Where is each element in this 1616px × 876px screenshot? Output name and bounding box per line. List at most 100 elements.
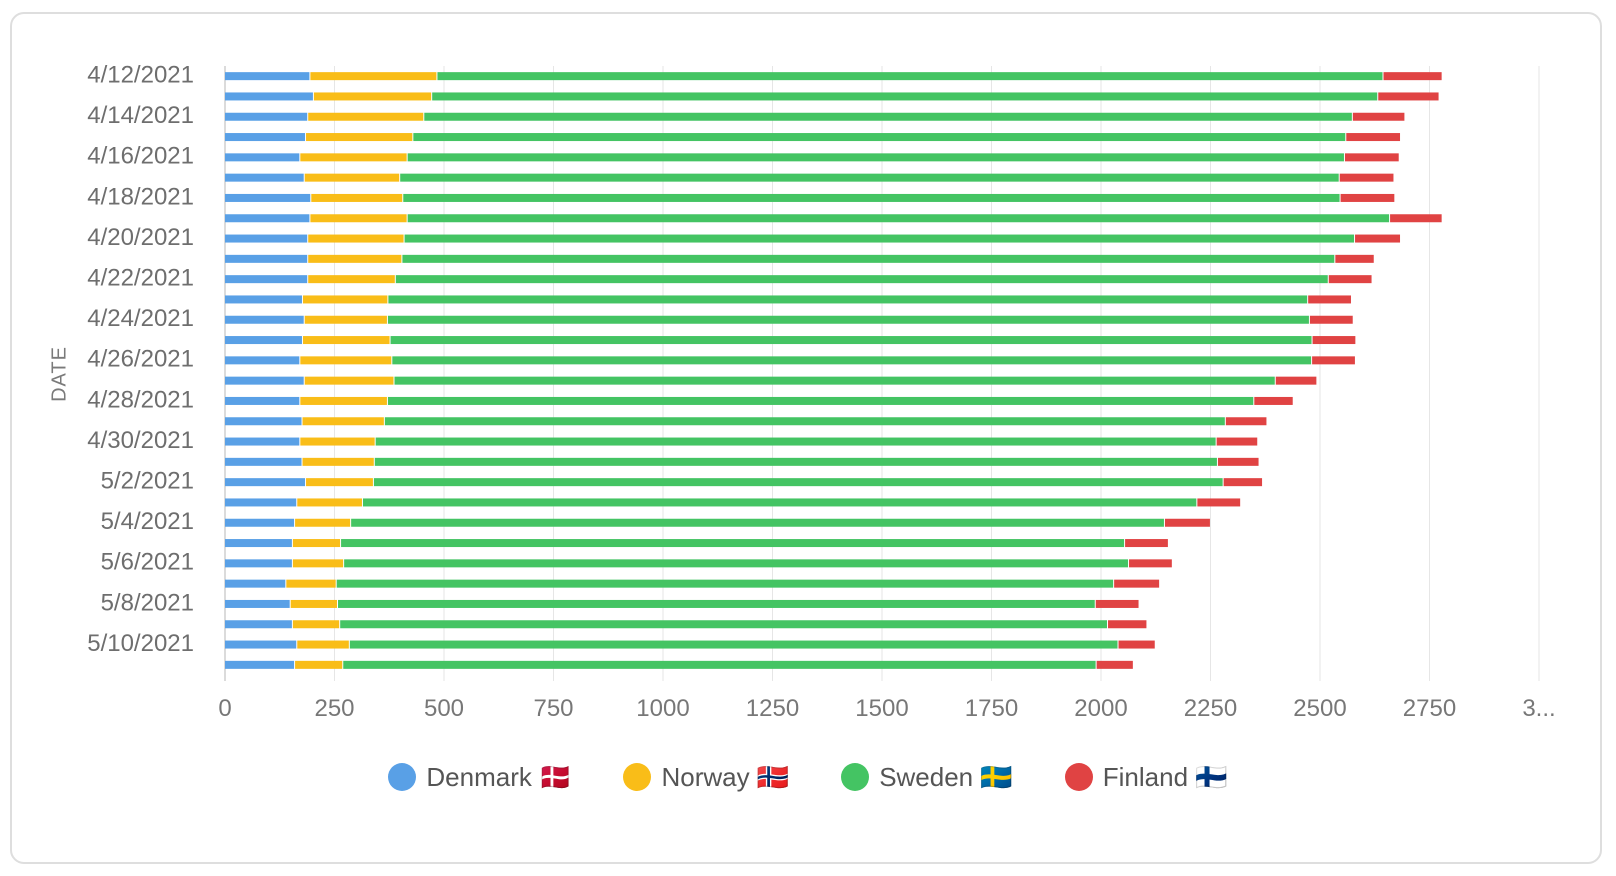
bar-segment[interactable] (225, 660, 295, 669)
bar-segment[interactable] (395, 275, 1328, 284)
bar-segment[interactable] (384, 417, 1225, 426)
bar-segment[interactable] (302, 336, 390, 345)
legend-item[interactable]: Finland 🇫🇮 (1064, 762, 1228, 793)
bar-segment[interactable] (310, 214, 407, 223)
bar-segment[interactable] (402, 254, 1335, 263)
bar-segment[interactable] (1096, 660, 1133, 669)
bar-segment[interactable] (225, 376, 304, 385)
bar-segment[interactable] (225, 620, 292, 629)
bar-segment[interactable] (1225, 417, 1267, 426)
bar-segment[interactable] (225, 133, 306, 142)
bar-segment[interactable] (1254, 396, 1293, 405)
bar-segment[interactable] (300, 153, 407, 162)
bar-segment[interactable] (338, 599, 1095, 608)
bar-segment[interactable] (349, 640, 1118, 649)
bar-segment[interactable] (225, 437, 300, 446)
bar-segment[interactable] (1216, 437, 1258, 446)
bar-segment[interactable] (297, 498, 362, 507)
bar-segment[interactable] (225, 356, 300, 365)
bar-segment[interactable] (1352, 112, 1405, 121)
bar-segment[interactable] (286, 579, 336, 588)
bar-segment[interactable] (1355, 234, 1401, 243)
bar-segment[interactable] (225, 193, 311, 202)
bar-segment[interactable] (1308, 295, 1351, 304)
bar-segment[interactable] (437, 72, 1383, 81)
bar-segment[interactable] (225, 153, 300, 162)
bar-segment[interactable] (310, 72, 437, 81)
bar-segment[interactable] (351, 518, 1164, 527)
bar-segment[interactable] (1129, 559, 1172, 568)
bar-segment[interactable] (1118, 640, 1155, 649)
bar-segment[interactable] (390, 336, 1312, 345)
bar-segment[interactable] (362, 498, 1197, 507)
bar-segment[interactable] (1312, 356, 1355, 365)
bar-segment[interactable] (292, 539, 341, 548)
bar-segment[interactable] (225, 640, 297, 649)
bar-segment[interactable] (1125, 539, 1168, 548)
bar-segment[interactable] (225, 72, 310, 81)
bar-segment[interactable] (300, 396, 387, 405)
bar-segment[interactable] (407, 214, 1390, 223)
bar-segment[interactable] (404, 234, 1355, 243)
bar-segment[interactable] (308, 275, 395, 284)
bar-segment[interactable] (373, 478, 1223, 487)
bar-segment[interactable] (1339, 173, 1394, 182)
bar-segment[interactable] (306, 133, 413, 142)
bar-segment[interactable] (300, 437, 375, 446)
bar-segment[interactable] (387, 396, 1254, 405)
bar-segment[interactable] (225, 214, 310, 223)
bar-segment[interactable] (1346, 133, 1401, 142)
bar-segment[interactable] (392, 356, 1312, 365)
bar-segment[interactable] (225, 112, 308, 121)
bar-segment[interactable] (1108, 620, 1147, 629)
bar-segment[interactable] (297, 640, 349, 649)
bar-segment[interactable] (225, 478, 306, 487)
bar-segment[interactable] (306, 478, 373, 487)
bar-segment[interactable] (225, 518, 295, 527)
bar-segment[interactable] (1344, 153, 1399, 162)
bar-segment[interactable] (1312, 336, 1356, 345)
bar-segment[interactable] (424, 112, 1352, 121)
bar-segment[interactable] (432, 92, 1378, 101)
bar-segment[interactable] (374, 457, 1217, 466)
bar-segment[interactable] (375, 437, 1216, 446)
bar-segment[interactable] (225, 254, 308, 263)
bar-segment[interactable] (225, 315, 304, 324)
bar-segment[interactable] (225, 336, 302, 345)
bar-segment[interactable] (225, 396, 300, 405)
bar-segment[interactable] (341, 539, 1125, 548)
bar-segment[interactable] (1309, 315, 1353, 324)
bar-segment[interactable] (1197, 498, 1241, 507)
bar-segment[interactable] (1335, 254, 1374, 263)
bar-segment[interactable] (1390, 214, 1442, 223)
bar-segment[interactable] (225, 275, 308, 284)
legend-item[interactable]: Norway 🇳🇴 (623, 762, 789, 793)
bar-segment[interactable] (290, 599, 338, 608)
bar-segment[interactable] (295, 660, 343, 669)
bar-segment[interactable] (225, 92, 313, 101)
bar-segment[interactable] (308, 112, 424, 121)
bar-segment[interactable] (344, 559, 1129, 568)
bar-segment[interactable] (225, 559, 292, 568)
bar-segment[interactable] (343, 660, 1096, 669)
bar-segment[interactable] (304, 173, 400, 182)
bar-segment[interactable] (225, 173, 304, 182)
bar-segment[interactable] (1095, 599, 1139, 608)
bar-segment[interactable] (225, 234, 308, 243)
bar-segment[interactable] (1328, 275, 1372, 284)
bar-segment[interactable] (225, 539, 292, 548)
bar-segment[interactable] (1217, 457, 1259, 466)
bar-segment[interactable] (336, 579, 1114, 588)
bar-segment[interactable] (1383, 72, 1442, 81)
bar-segment[interactable] (308, 234, 404, 243)
bar-segment[interactable] (340, 620, 1108, 629)
bar-segment[interactable] (292, 620, 340, 629)
bar-segment[interactable] (394, 376, 1275, 385)
bar-segment[interactable] (308, 254, 402, 263)
bar-segment[interactable] (1340, 193, 1395, 202)
bar-segment[interactable] (225, 579, 286, 588)
bar-segment[interactable] (225, 417, 302, 426)
bar-segment[interactable] (1114, 579, 1160, 588)
bar-segment[interactable] (1164, 518, 1210, 527)
bar-segment[interactable] (413, 133, 1346, 142)
